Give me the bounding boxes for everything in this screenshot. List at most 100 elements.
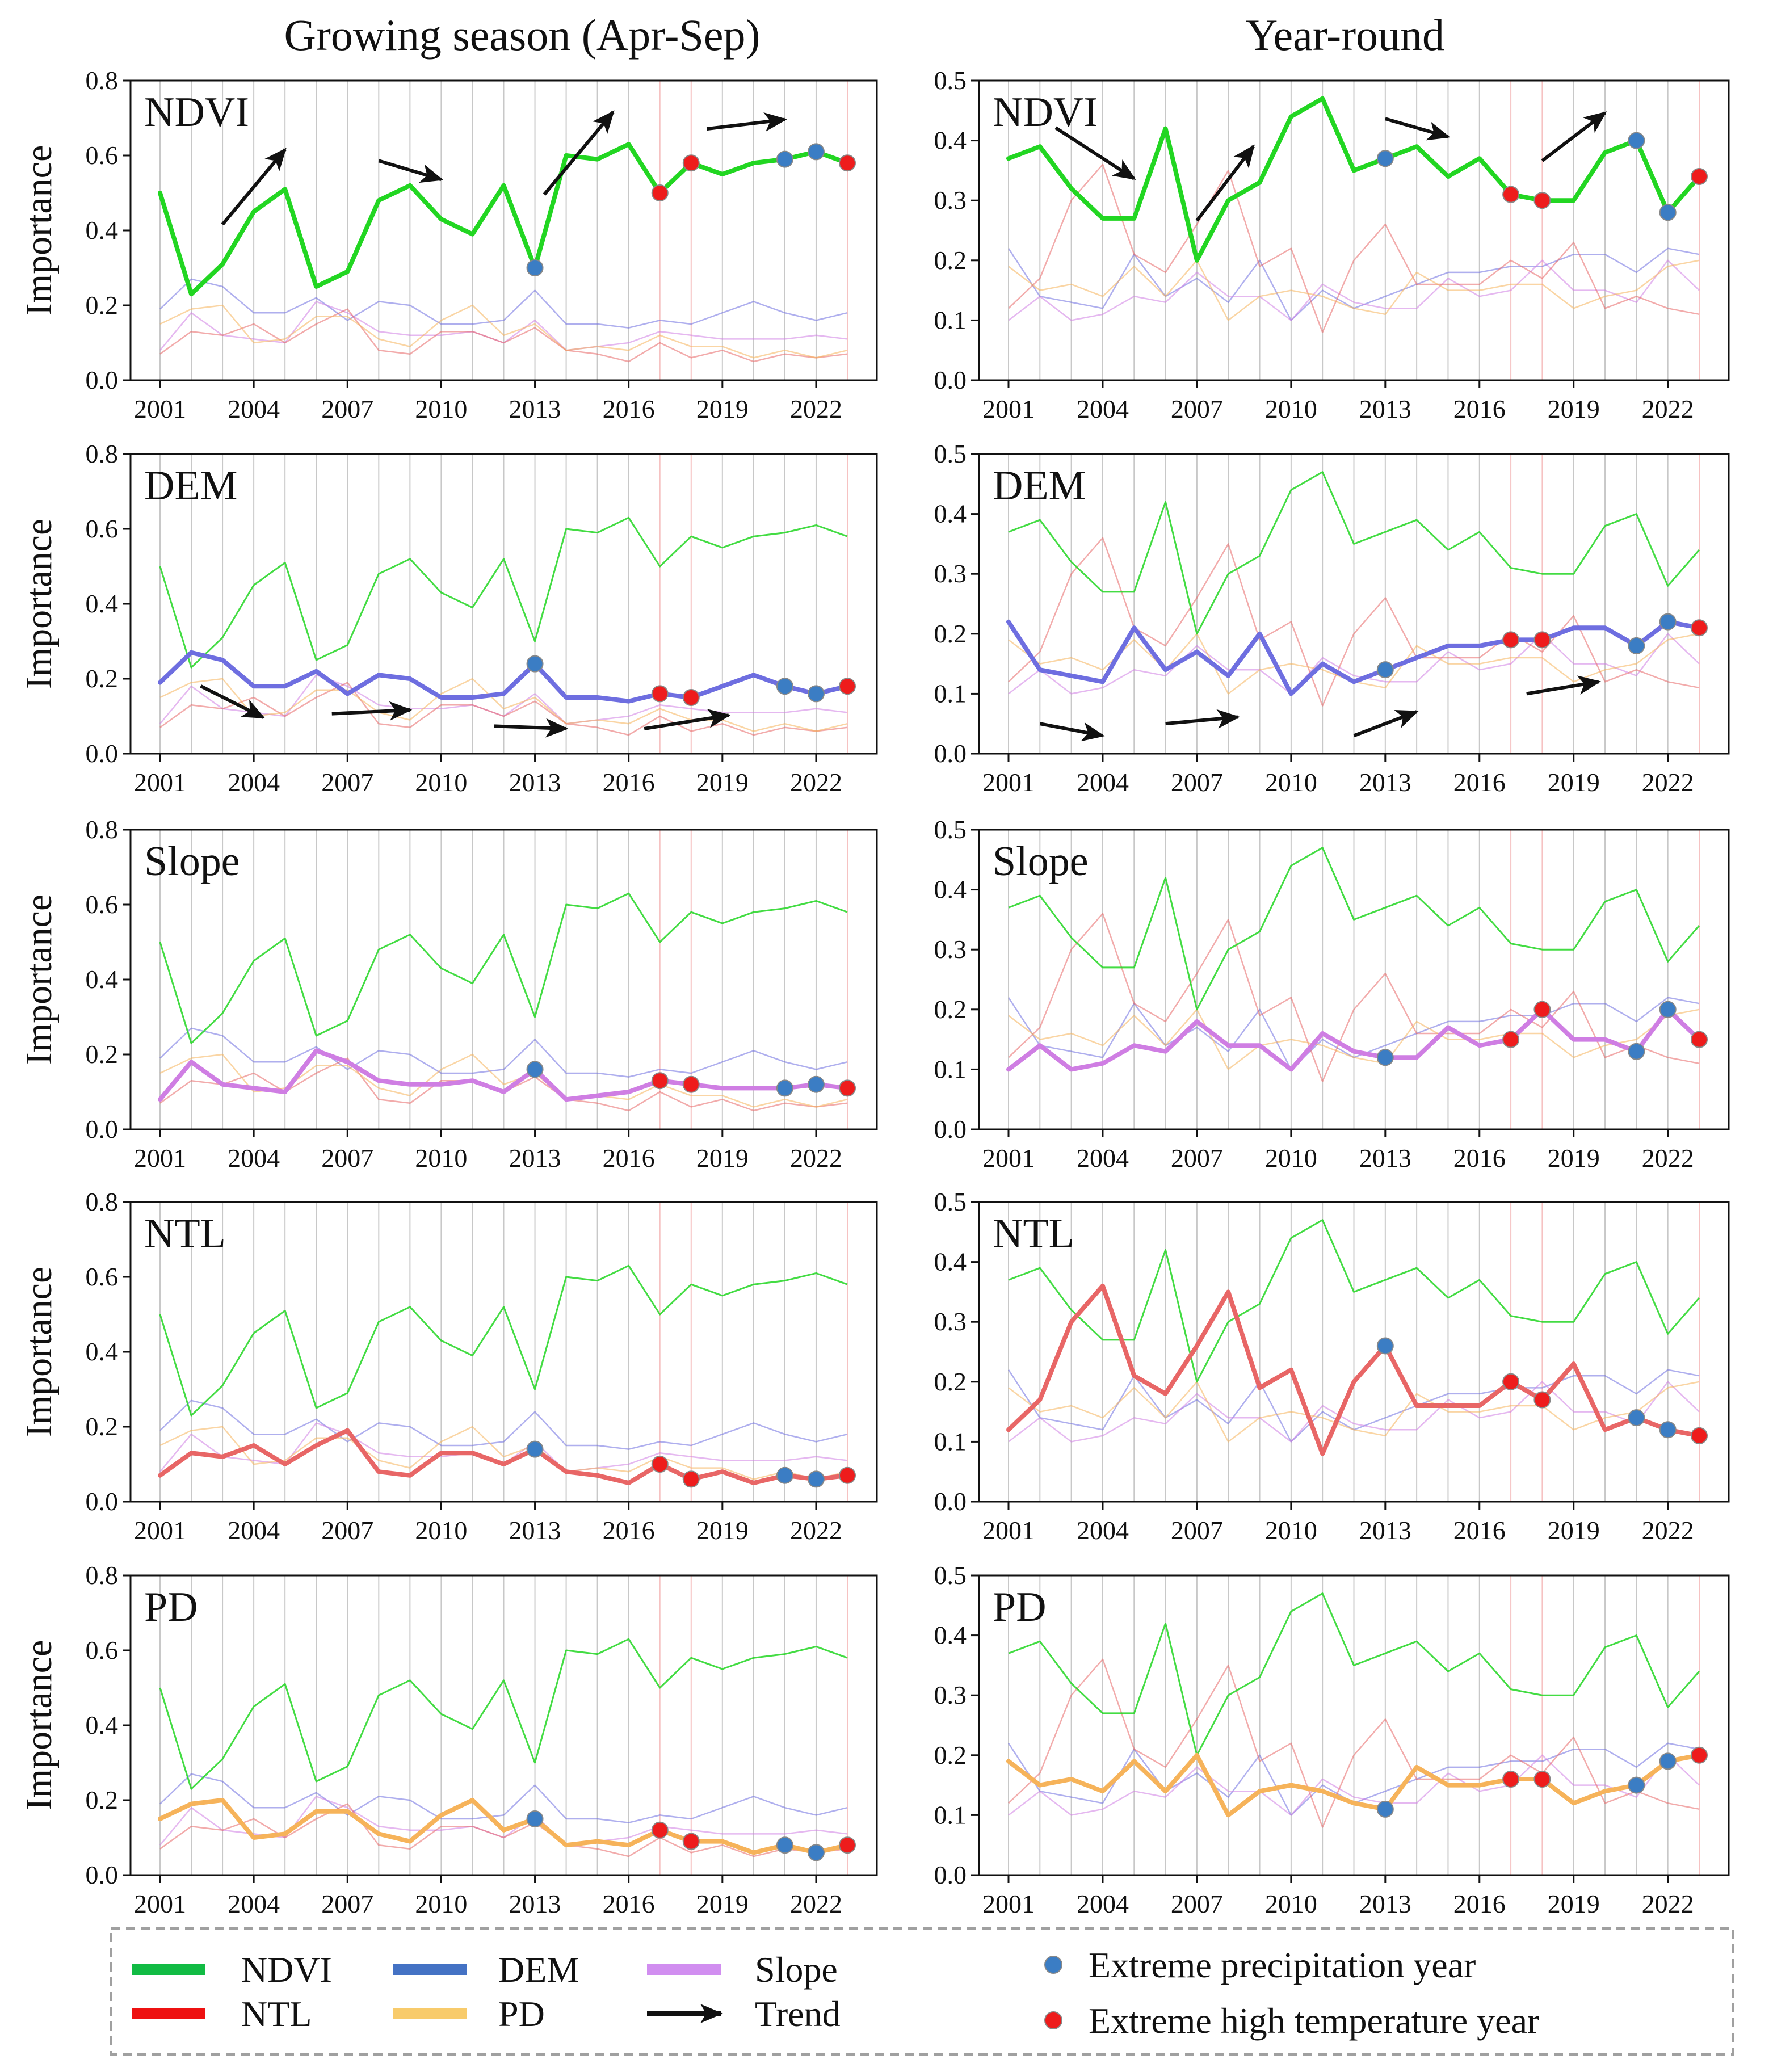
temperature-marker [1691,619,1708,637]
x-tick-label: 2016 [603,1889,655,1918]
panel-ntl-yearround: 0.0 0.1 0.2 0.3 0.4 0.5 2001 2004 2007 2010 2013 20… [934,1187,1730,1545]
temperature-marker [839,678,856,695]
series-line-pd-background [1008,1008,1700,1070]
x-tick-label: 2019 [1548,1889,1600,1918]
trend-arrow [331,701,413,721]
series-line-ntl-background [1008,913,1700,1082]
y-axis-label: Importance [18,519,60,690]
panel-dem-growing: 0.0 0.2 0.4 0.6 0.8 2001 2004 2007 2010 2013 2016 2… [18,439,878,797]
series-line-pd-background [159,678,848,732]
legend-box [110,1927,1734,2056]
panel-slope-growing: 0.0 0.2 0.4 0.6 0.8 2001 2004 2007 2010 2013 2016 2… [18,815,878,1172]
panel-pd-growing: 0.0 0.2 0.4 0.6 0.8 2001 2004 2007 2010 2013 2016 2… [18,1561,878,1918]
precipitation-marker [776,1836,793,1854]
y-tick-label: 0.5 [934,1187,967,1216]
x-tick-label: 2001 [982,1144,1035,1172]
x-tick-label: 2022 [1642,1144,1694,1172]
series-line-dem-highlight [1006,619,1701,696]
precipitation-marker [1659,1421,1677,1439]
x-tick-label: 2004 [228,394,280,423]
panel-label: Slope [144,838,240,885]
y-tick-label: 0.1 [934,679,967,708]
x-tick-label: 2022 [1642,1889,1694,1918]
x-tick-label: 2013 [1359,768,1411,797]
x-tick-label: 2016 [603,1144,655,1172]
x-tick-label: 2022 [1642,394,1694,423]
temperature-marker [1691,1746,1708,1764]
temperature-marker [682,154,700,172]
x-tick-label: 2016 [603,768,655,797]
x-tick-label: 2022 [1642,1516,1694,1545]
y-tick-label: 0.2 [86,664,119,693]
series-line-ndvi-background [159,892,848,1044]
panel-grid: 0.0 0.2 0.4 0.6 0.8 2001 2004 2007 2010 2013 2016 2… [18,66,1730,1918]
x-tick-label: 2019 [696,1889,749,1918]
x-tick-label: 2007 [1171,1144,1223,1172]
temperature-marker [682,1833,700,1850]
series-line-ndvi-background [159,516,848,669]
series-line-ntl-highlight [158,1428,850,1485]
x-tick-label: 2022 [790,768,842,797]
precipitation-marker [526,259,544,276]
series-line-pd-background [159,304,848,359]
y-tick-label: 0.8 [86,1187,119,1216]
series-line-ndvi-highlight [1006,96,1701,263]
y-tick-label: 0.1 [934,305,967,334]
precipitation-marker [776,150,793,168]
y-tick-label: 0.5 [934,439,967,468]
precipitation-marker [807,1470,825,1488]
trend-arrow [1165,709,1240,729]
y-tick-label: 0.2 [86,1785,119,1814]
y-tick-label: 0.3 [934,559,967,588]
trend-arrow [706,112,787,132]
temperature-marker [1533,1391,1551,1409]
y-tick-label: 0.4 [934,875,967,904]
temperature-marker [1533,1771,1551,1788]
series-line-ntl-background [159,308,848,363]
column-title-growing: Growing season (Apr-Sep) [284,10,761,60]
x-tick-label: 2007 [1171,394,1223,423]
trend-arrow [1384,117,1451,141]
series-line-ntl-background [1008,163,1700,333]
temperature-marker [1533,192,1551,209]
temperature-marker [1502,1373,1520,1390]
x-tick-label: 2007 [321,394,373,423]
series-line-dem-background [159,278,848,329]
x-tick-label: 2019 [696,768,749,797]
series-line-slope-background [1008,259,1700,321]
trend-arrow [543,110,615,196]
x-tick-label: 2022 [790,1516,842,1545]
temperature-marker [682,1075,700,1093]
panel-label: PD [144,1584,198,1630]
precipitation-marker [1659,1752,1677,1770]
x-tick-label: 2010 [1265,1144,1317,1172]
x-tick-label: 2004 [228,1144,280,1172]
axes-frame [978,1201,1730,1503]
temperature-marker [1691,1031,1708,1048]
series-line-slope-highlight [158,1048,850,1102]
x-tick-label: 2013 [509,1144,561,1172]
x-tick-label: 2013 [1359,1144,1411,1172]
x-tick-label: 2007 [321,1144,373,1172]
y-tick-label: 0.4 [86,1337,119,1366]
x-tick-label: 2001 [134,1516,186,1545]
y-tick-label: 0.4 [86,1710,119,1739]
y-tick-label: 0.2 [934,246,967,275]
temperature-marker [839,1079,856,1097]
series-line-slope-background [1008,1381,1700,1443]
series-line-pd-background [1008,1381,1700,1443]
x-tick-label: 2016 [1453,1889,1506,1918]
y-tick-label: 0.2 [86,1040,119,1069]
y-tick-label: 0.6 [86,1262,119,1291]
legend-label: NDVI [241,1949,332,1990]
x-tick-label: 2019 [1548,1516,1600,1545]
series-line-slope-background [1008,1754,1700,1816]
x-tick-label: 2016 [1453,1516,1506,1545]
precipitation-marker [526,655,544,673]
y-tick-label: 0.0 [934,1860,967,1889]
x-tick-label: 2001 [982,1516,1035,1545]
trend-arrow [1526,675,1601,696]
y-tick-label: 0.8 [86,815,119,844]
precipitation-marker [1628,637,1645,654]
x-tick-label: 2013 [509,768,561,797]
